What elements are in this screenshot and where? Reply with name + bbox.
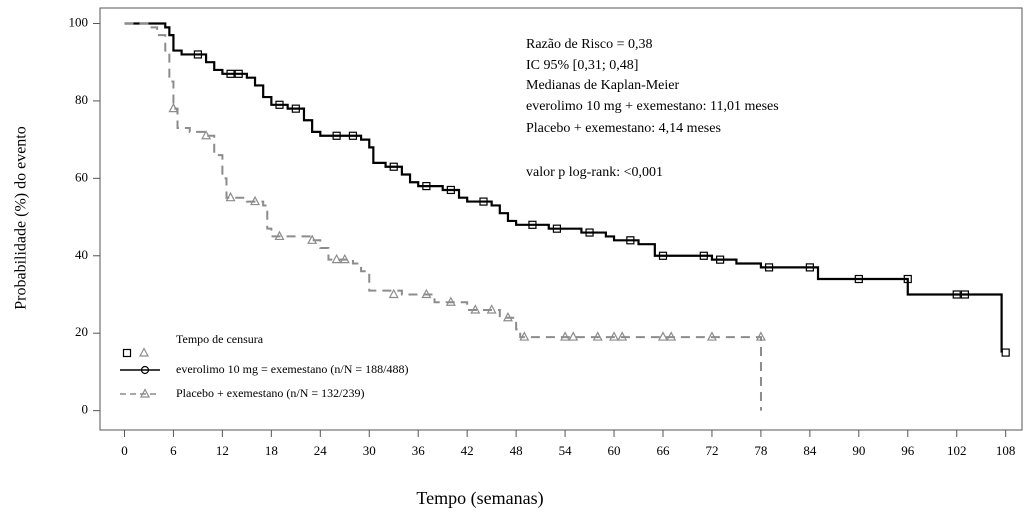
legend-title: Tempo de censura — [176, 332, 264, 346]
legend-icon — [140, 365, 150, 375]
censor-mark — [585, 228, 594, 237]
censor-mark — [348, 131, 358, 140]
censor-mark — [234, 69, 243, 78]
x-tick-label: 0 — [121, 443, 128, 458]
survival-curve — [124, 22, 762, 411]
x-axis-label: Tempo (semanas) — [416, 488, 543, 509]
y-tick-label: 60 — [75, 169, 88, 184]
annotation: Placebo + exemestano: 4,14 meses — [526, 121, 721, 136]
censor-mark — [388, 288, 399, 299]
censor-mark — [755, 331, 766, 341]
annotation: Razão de Risco = 0,38 — [526, 37, 652, 52]
censor-mark — [552, 224, 562, 233]
legend-icon — [139, 347, 149, 357]
censor-mark — [422, 181, 431, 191]
annotation: valor p log-rank: <0,001 — [526, 165, 663, 180]
censor-mark — [446, 185, 455, 195]
censor-mark — [706, 331, 717, 341]
censor-mark — [250, 195, 261, 206]
x-tick-label: 90 — [852, 443, 865, 458]
censor-mark — [609, 331, 620, 341]
censor-mark — [519, 331, 530, 341]
x-tick-label: 60 — [608, 443, 621, 458]
censor-mark — [332, 131, 341, 140]
censor-mark — [1001, 348, 1010, 357]
censor-mark — [307, 234, 318, 244]
legend-icon — [122, 348, 132, 358]
censor-mark — [617, 331, 628, 341]
censor-mark — [764, 263, 774, 272]
y-axis-label: Probabilidade (%) do evento — [13, 126, 30, 310]
censor-mark — [716, 255, 725, 264]
censor-mark — [331, 253, 342, 264]
x-tick-label: 12 — [216, 443, 229, 458]
censor-mark — [470, 304, 481, 314]
censor-mark — [226, 69, 235, 78]
x-tick-label: 36 — [412, 443, 426, 458]
censor-mark — [699, 251, 708, 260]
y-tick-label: 100 — [69, 14, 89, 29]
x-tick-label: 78 — [754, 443, 767, 458]
censor-mark — [502, 311, 513, 322]
x-tick-label: 72 — [705, 443, 718, 458]
x-tick-label: 18 — [265, 443, 278, 458]
annotation: everolimo 10 mg + exemestano: 11,01 mese… — [526, 99, 779, 114]
censor-mark — [657, 331, 668, 341]
censor-mark — [486, 304, 497, 314]
legend-icon — [140, 388, 150, 398]
censor-mark — [658, 251, 668, 260]
censor-mark — [626, 236, 635, 245]
censor-mark — [445, 296, 456, 306]
censor-mark — [854, 274, 863, 284]
x-tick-label: 48 — [510, 443, 523, 458]
censor-mark — [225, 191, 236, 202]
x-tick-label: 42 — [461, 443, 474, 458]
censor-mark — [592, 331, 603, 341]
censor-mark — [952, 290, 961, 299]
y-tick-label: 40 — [75, 247, 88, 262]
censor-mark — [666, 331, 677, 341]
censor-mark — [168, 102, 179, 113]
censor-mark — [960, 290, 969, 299]
x-tick-label: 54 — [559, 443, 573, 458]
legend-label: everolimo 10 mg = exemestano (n/N = 188/… — [176, 362, 409, 376]
censor-mark — [568, 331, 579, 341]
censor-mark — [903, 274, 912, 284]
x-tick-label: 102 — [947, 443, 967, 458]
censor-mark — [193, 50, 203, 59]
censor-mark — [560, 331, 571, 341]
x-tick-label: 66 — [656, 443, 670, 458]
annotation: IC 95% [0,31; 0,48] — [526, 58, 638, 73]
plot-frame — [99, 7, 1023, 431]
y-tick-label: 0 — [82, 402, 89, 417]
x-tick-label: 30 — [363, 443, 376, 458]
x-tick-label: 96 — [901, 443, 915, 458]
x-tick-label: 108 — [996, 443, 1016, 458]
annotation: Medianas de Kaplan-Meier — [526, 78, 679, 93]
censor-mark — [291, 104, 300, 113]
y-tick-label: 20 — [75, 324, 88, 339]
censor-mark — [421, 288, 432, 299]
legend-label: Placebo + exemestano (n/N = 132/239) — [176, 386, 365, 400]
censor-mark — [274, 230, 285, 241]
censor-mark — [201, 129, 212, 140]
censor-mark — [339, 253, 350, 264]
survival-curve — [124, 22, 1003, 353]
x-tick-label: 24 — [314, 443, 328, 458]
x-tick-label: 6 — [170, 443, 177, 458]
censor-mark — [805, 263, 814, 272]
x-tick-label: 84 — [803, 443, 817, 458]
censor-mark — [479, 197, 488, 206]
censor-mark — [528, 220, 537, 229]
censor-mark — [275, 100, 284, 109]
y-tick-label: 80 — [75, 92, 88, 107]
censor-mark — [389, 162, 398, 171]
